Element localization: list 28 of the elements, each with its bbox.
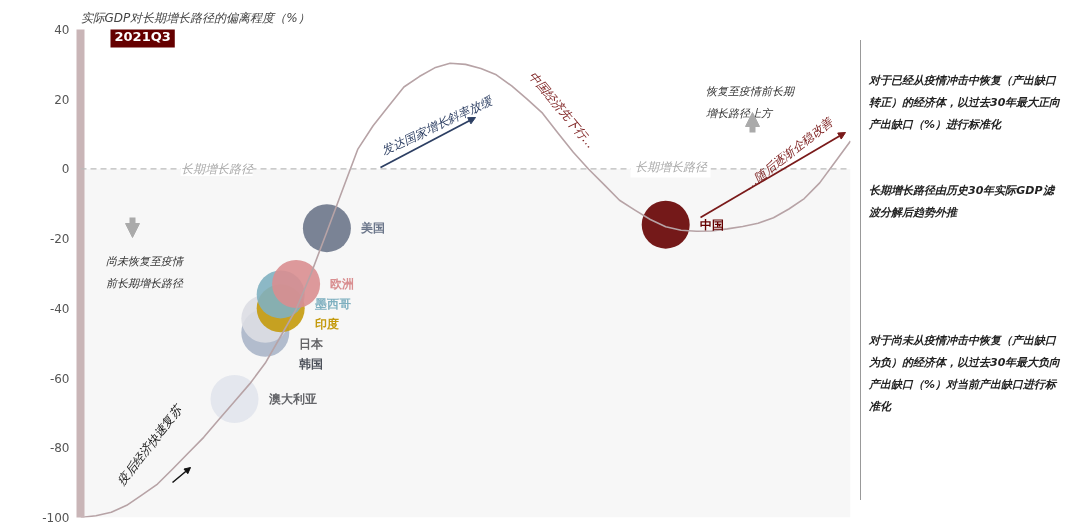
y-tick-label: 40	[54, 23, 70, 37]
series-label: 韩国	[298, 356, 324, 371]
series-label: 澳大利亚	[267, 391, 317, 406]
y-tick-label: -80	[49, 441, 70, 456]
annotation: 发达国家增长斜率放缓	[379, 93, 497, 158]
series-label: 中国	[699, 217, 724, 232]
y-tick-label: 20	[54, 92, 70, 107]
series-label: 墨西哥	[313, 296, 351, 311]
y-tick-label: -40	[49, 301, 70, 316]
y-tick-label: -100	[42, 511, 70, 525]
annotation: 尚未恢复至疫情前长期增长路径	[105, 254, 185, 290]
annotation: 长期增长路径	[634, 159, 708, 174]
ref-line-label: 长期增长路径	[180, 161, 254, 176]
y-tick-label: -20	[49, 232, 70, 247]
series-label: 日本	[299, 336, 325, 351]
y-axis-title: 实际GDP对长期增长路径的偏离程度（%）	[80, 10, 310, 25]
annotation: 2021Q3	[114, 28, 171, 44]
series-label: 美国	[359, 221, 385, 236]
series-label: 印度	[314, 316, 339, 331]
text: 对于尚未从疫情冲击中恢复（产出缺口为负）的经济体，以过去30年最大负向产出缺口（%）对当前产出缺口进行标准化	[869, 333, 1062, 415]
annotation: 中国经济先下行…	[525, 68, 598, 152]
text: 长期增长路径由历史30年实际GDP滤波分解后趋势外推	[869, 183, 1057, 221]
annotation: 恢复至疫情前长期增长路径上方	[705, 84, 796, 120]
series-label: 欧洲	[330, 276, 355, 291]
annotation: 疫后经济快速复苏	[114, 401, 186, 488]
y-tick-label: -60	[49, 371, 70, 386]
text: 对于已经从疫情冲击中恢复（产出缺口转正）的经济体，以过去30年最大正向产出缺口（%）进行标准化	[869, 73, 1062, 133]
y-tick-label: 0	[61, 162, 70, 177]
